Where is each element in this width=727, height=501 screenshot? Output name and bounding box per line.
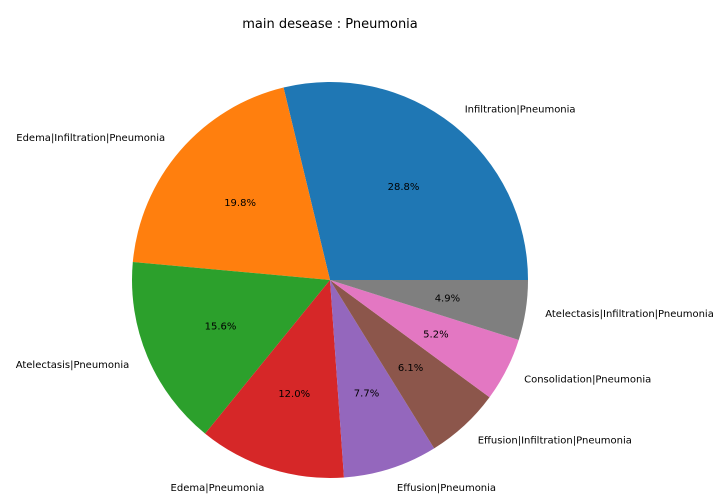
slice-category-label: Edema|Pneumonia: [171, 483, 265, 494]
slice-category-label: Consolidation|Pneumonia: [524, 374, 651, 385]
slice-percent-label: 7.7%: [354, 389, 379, 400]
pie-slice: [132, 262, 330, 434]
slice-category-label: Atelectasis|Pneumonia: [16, 360, 130, 371]
slice-category-label: Effusion|Pneumonia: [397, 483, 496, 494]
pie-slice: [132, 87, 330, 280]
pie-slice: [330, 280, 490, 449]
slice-category-label: Atelectasis|Infiltration|Pneumonia: [545, 309, 714, 320]
slice-labels: Infiltration|Pneumonia Edema|Infiltration…: [16, 104, 714, 494]
slice-category-label: Infiltration|Pneumonia: [465, 104, 576, 115]
slice-percent-label: 15.6%: [205, 322, 237, 333]
pie-slices: [132, 81, 528, 479]
pie-slice: [283, 81, 528, 280]
slice-percent-label: 12.0%: [278, 389, 310, 400]
slice-percent-label: 5.2%: [423, 329, 448, 340]
slice-category-label: Effusion|Infiltration|Pneumonia: [478, 436, 632, 447]
chart-title: main desease : Pneumonia: [242, 17, 418, 32]
slice-percent-label: 19.8%: [224, 198, 256, 209]
pie-slice: [330, 280, 528, 340]
slice-category-label: Edema|Infiltration|Pneumonia: [16, 133, 165, 144]
slice-percent-label: 28.8%: [388, 182, 420, 193]
pie-slice: [330, 280, 519, 398]
pie-slice: [330, 280, 435, 478]
percent-labels: 28.8% 19.8% 15.6% 12.0% 7.7% 6.1% 5.2% 4.9%: [205, 182, 460, 400]
slice-percent-label: 4.9%: [435, 294, 460, 305]
slice-percent-label: 6.1%: [398, 363, 423, 374]
pie-slice: [205, 280, 344, 479]
